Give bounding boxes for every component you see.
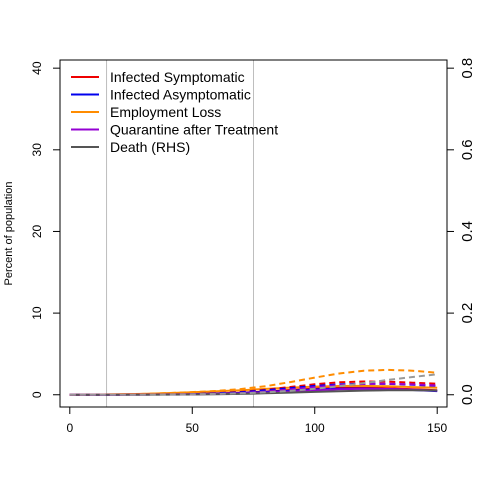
vertical-markers bbox=[106, 60, 254, 407]
y-axis-right: 0.0 0.2 0.4 0.6 0.8 bbox=[446, 58, 476, 405]
y-tick-label: 10 bbox=[30, 306, 44, 320]
legend-label: Infected Symptomatic bbox=[110, 69, 245, 85]
x-tick-label: 100 bbox=[305, 421, 325, 435]
legend: Infected Symptomatic Infected Asymptomati… bbox=[71, 69, 278, 155]
series-line-dashed-unlabeled-9 bbox=[69, 373, 438, 396]
legend-label: Employment Loss bbox=[110, 104, 221, 120]
y-tick-label: 30 bbox=[30, 143, 44, 157]
x-tick-label: 150 bbox=[427, 421, 447, 435]
y2-tick-label: 0.2 bbox=[459, 303, 476, 324]
y-axis-label: Percent of population bbox=[3, 182, 15, 286]
series-layer bbox=[69, 368, 438, 396]
y2-tick-label: 0.8 bbox=[459, 58, 476, 79]
y-tick-label: 0 bbox=[30, 391, 44, 398]
x-axis: 0 50 100 150 bbox=[66, 406, 448, 435]
legend-label: Infected Asymptomatic bbox=[110, 87, 251, 103]
y-tick-label: 40 bbox=[30, 61, 44, 75]
y2-tick-label: 0.6 bbox=[459, 139, 476, 160]
legend-label: Quarantine after Treatment bbox=[110, 122, 278, 138]
y-axis-left: 0 10 20 30 40 bbox=[30, 61, 61, 398]
x-tick-label: 0 bbox=[66, 421, 73, 435]
y2-tick-label: 0.0 bbox=[459, 384, 476, 405]
y-tick-label: 20 bbox=[30, 224, 44, 238]
legend-label: Death (RHS) bbox=[110, 139, 190, 155]
y2-tick-label: 0.4 bbox=[459, 221, 476, 242]
x-tick-label: 50 bbox=[186, 421, 200, 435]
